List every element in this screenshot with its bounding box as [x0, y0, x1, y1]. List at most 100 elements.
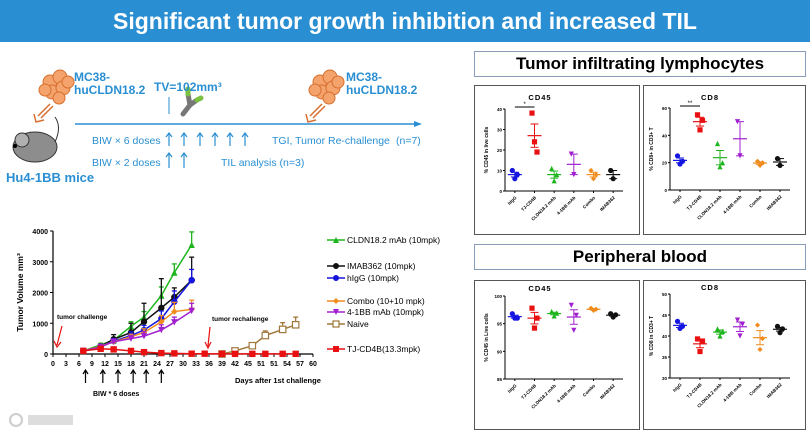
y-tick-label: 40 — [662, 133, 668, 138]
pb-cd45-chart: CD45 85 90 95 100 % CD45 in Live cells hIgG TJ-… — [484, 284, 623, 410]
legend-marker — [333, 263, 339, 269]
data-point — [80, 347, 87, 355]
y-tick-label: 20 — [662, 161, 668, 166]
legend-marker — [333, 346, 339, 352]
data-point — [551, 313, 557, 319]
data-point — [529, 110, 535, 116]
dose-arrow-icon — [99, 368, 106, 383]
data-point — [719, 160, 726, 166]
dose-arrow-icon — [143, 368, 150, 383]
tgi-label: TGI, Tumor Re-challenge — [272, 135, 390, 147]
x-tick-label: 24 — [153, 361, 161, 368]
data-point — [774, 323, 781, 329]
x-tick-label: 39 — [218, 361, 226, 368]
y-axis-label: % CD45 in live cells — [484, 126, 490, 173]
y-tick-label: 85 — [497, 377, 503, 382]
data-point — [549, 308, 555, 315]
title-banner: Significant tumor growth inhibition and … — [0, 0, 810, 42]
x-tick-label: 4-1BB mAb — [556, 383, 577, 404]
data-point — [757, 346, 763, 353]
data-point — [674, 153, 681, 159]
x-tick-label: 4-1BB mAb — [556, 195, 577, 216]
x-tick-label: TJ-CD4B — [520, 383, 538, 401]
legend-label: Naive — [347, 319, 369, 329]
data-point — [171, 308, 178, 315]
y-tick-label: 40 — [497, 107, 503, 112]
x-tick-label: hIgG — [672, 194, 683, 205]
cell-line-label: huCLDN18.2 — [74, 83, 146, 97]
tumor-volume-chart: 0 3 6 9 12 15 18 21 24 27 30 33 36 39 42 45 51 51 54 57 6001… — [15, 229, 440, 398]
dose-2-label: BIW × 2 doses — [92, 157, 161, 169]
data-point — [140, 348, 148, 356]
data-point — [717, 333, 723, 339]
data-point — [188, 350, 195, 357]
data-point — [278, 325, 287, 334]
x-tick-label: 0 — [51, 361, 55, 368]
mice-label: Hu4-1BB mice — [6, 170, 95, 185]
data-point — [699, 117, 706, 123]
x-tick-label: 18 — [127, 361, 135, 368]
data-point — [717, 164, 723, 170]
annotation-doses: BIW * 6 doses — [93, 391, 139, 398]
x-tick-label: 54 — [283, 361, 291, 368]
data-point — [529, 305, 535, 311]
legend-label: TJ-CD4B(13.3mpk) — [347, 344, 420, 354]
x-tick-label: 6 — [77, 361, 81, 368]
legend-marker — [333, 237, 339, 243]
y-tick-label: 95 — [497, 322, 503, 327]
legend-label: IMAB362 (10mpk) — [347, 261, 416, 271]
y-tick-label: 30 — [662, 376, 668, 381]
red-arrow-icon — [53, 325, 63, 349]
data-point — [759, 335, 766, 342]
dose-arrow-icon — [158, 368, 165, 383]
data-point — [262, 350, 269, 358]
data-point — [249, 350, 256, 358]
data-point — [201, 350, 208, 357]
x-tick-label: 4-1BB mAb — [722, 382, 743, 403]
x-tick-label: 60 — [309, 361, 317, 368]
x-tick-label: 42 — [231, 361, 239, 368]
legend-label: hIgG (10mpk) — [347, 273, 399, 283]
x-tick-label: IMAB362 — [766, 382, 783, 399]
annotation-tumor-challenge: tumor challenge — [57, 314, 108, 321]
legend-marker — [333, 275, 339, 281]
y-tick-label: 1000 — [32, 321, 48, 328]
x-tick-label: 57 — [296, 361, 304, 368]
legend-label: 4-1BB mAb (10mpk) — [347, 307, 424, 317]
y-tick-label: 50 — [662, 292, 668, 297]
data-point — [171, 269, 178, 276]
cell-line-label: MC38- — [346, 70, 383, 84]
arrow-icon — [33, 103, 54, 123]
tumor-cells-icon — [38, 69, 75, 105]
data-point — [110, 338, 117, 345]
data-point — [158, 304, 165, 312]
x-tick-label: 51 — [270, 361, 278, 368]
data-point — [531, 325, 538, 331]
data-point — [171, 350, 178, 357]
data-point — [158, 318, 165, 325]
chart-title: CD8 — [701, 283, 719, 292]
significance-label: ** — [688, 101, 693, 107]
tumor-cells-icon — [308, 69, 345, 105]
y-tick-label: 20 — [497, 148, 503, 153]
data-point — [140, 318, 148, 325]
y-tick-label: 30 — [497, 128, 503, 133]
data-point — [549, 165, 555, 172]
y-tick-label: 10 — [497, 169, 503, 174]
legend-marker — [333, 298, 339, 304]
cell-line-label: MC38- — [74, 70, 111, 84]
legend-marker — [332, 320, 340, 328]
data-point — [97, 345, 104, 352]
red-arrow-icon — [204, 326, 212, 350]
y-axis-label: % CD8 in CD3+ T — [649, 316, 655, 356]
significance-label: * — [523, 102, 526, 108]
data-point — [697, 127, 703, 133]
data-point — [261, 331, 270, 340]
til-analysis-label: TIL analysis (n=3) — [221, 157, 305, 169]
data-point — [737, 333, 743, 339]
x-tick-label: 9 — [90, 361, 94, 368]
x-tick-label: hIgG — [507, 383, 518, 394]
y-tick-label: 45 — [662, 313, 668, 318]
data-point — [679, 323, 686, 329]
til-section-title: Tumor infiltrating lymphocytes — [474, 51, 806, 77]
